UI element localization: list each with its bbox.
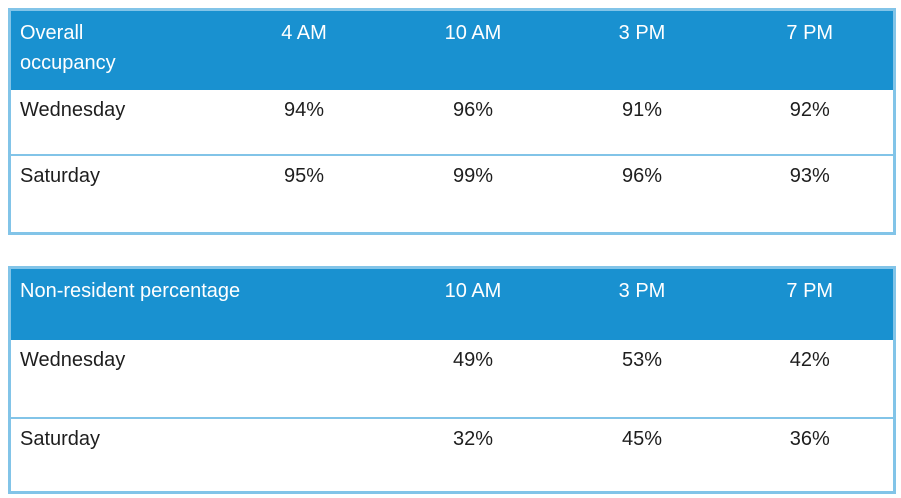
cell-saturday-7pm: 93% [726,153,895,234]
table-row-saturday: Saturday 32% 45% 36% [9,416,895,493]
cell-wednesday-4am: 94% [283,98,325,121]
cell-wednesday-7pm: 92% [789,98,830,121]
row-label-saturday: Saturday [9,416,389,493]
column-header-3pm: 3 PM [557,9,727,90]
cell-wednesday-10am: 49% [452,348,494,371]
non-resident-header-row: Non-resident percentage 10 AM 3 PM 7 PM [9,267,895,340]
overall-occupancy-table: Overall occupancy 4 AM 10 AM 3 PM 7 PM W… [8,8,896,235]
row-label-wednesday: Wednesday [20,98,126,121]
table-row-wednesday: Wednesday 49% 53% 42% [10,340,895,418]
table-title: Non-resident percentage [20,280,241,302]
cell-saturday-3pm: 45% [557,416,727,493]
cell-saturday-4am: 95% [219,153,389,234]
table-title: Overall occupancy [20,22,116,74]
table-row-saturday: Saturday 95% 99% 96% 93% [9,153,895,234]
column-header-4am: 4 AM [219,9,389,90]
column-header-10am: 10 AM [388,9,558,90]
cell-wednesday-10am: 96% [452,98,494,121]
cell-saturday-3pm: 96% [557,153,727,234]
table-row-wednesday: Wednesday 94% 96% 91% 92% [10,90,895,155]
cell-wednesday-7pm: 42% [789,348,830,371]
cell-wednesday-3pm: 91% [621,98,663,121]
cell-saturday-7pm: 36% [726,416,895,493]
non-resident-percentage-table: Non-resident percentage 10 AM 3 PM 7 PM … [8,266,896,494]
overall-occupancy-header-row: Overall occupancy 4 AM 10 AM 3 PM 7 PM [9,9,895,90]
column-header-3pm: 3 PM [557,267,727,340]
table-gap [8,235,893,266]
cell-wednesday-3pm: 53% [621,348,663,371]
overall-occupancy-title-cell: Overall occupancy [9,9,220,90]
row-label-saturday: Saturday [9,153,220,234]
non-resident-title-cell: Non-resident percentage [9,267,389,340]
column-header-7pm: 7 PM [726,267,895,340]
row-label-wednesday: Wednesday [20,348,126,371]
cell-saturday-10am: 99% [388,153,558,234]
column-header-10am: 10 AM [388,267,558,340]
cell-saturday-10am: 32% [388,416,558,493]
column-header-7pm: 7 PM [726,9,895,90]
